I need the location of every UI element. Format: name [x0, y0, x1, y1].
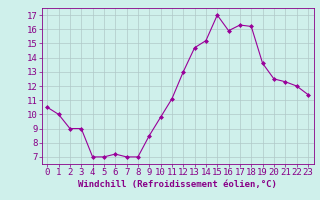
X-axis label: Windchill (Refroidissement éolien,°C): Windchill (Refroidissement éolien,°C) — [78, 180, 277, 189]
